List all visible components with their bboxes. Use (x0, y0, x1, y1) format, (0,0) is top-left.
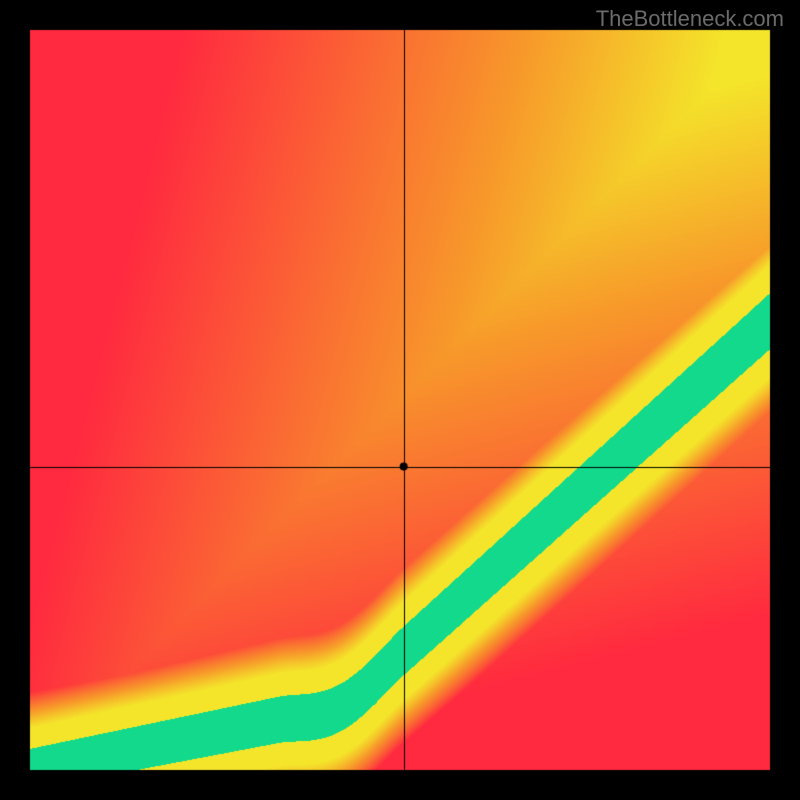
watermark-text: TheBottleneck.com (596, 6, 784, 32)
bottleneck-heatmap (0, 0, 800, 800)
